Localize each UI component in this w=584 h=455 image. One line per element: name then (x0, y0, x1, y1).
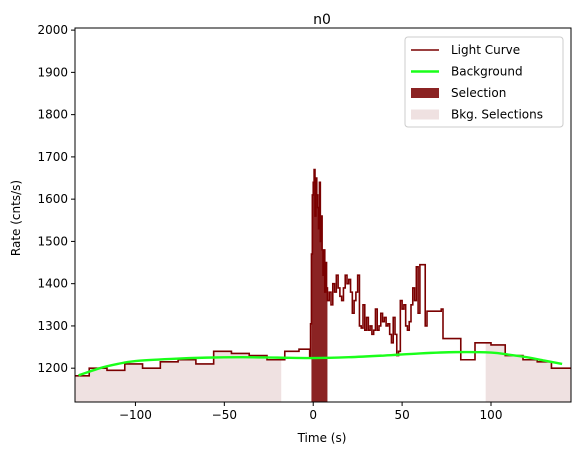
y-tick-label: 1400 (37, 277, 68, 291)
legend-label: Selection (451, 86, 506, 100)
x-tick-label: −50 (212, 408, 237, 422)
y-axis: 1200 1300 1400 1500 1600 1700 1800 1900 2000 (37, 23, 75, 375)
legend-box (404, 36, 564, 128)
background-fit-line (78, 350, 563, 377)
bkg-selection-band (75, 28, 281, 366)
y-tick-label: 1900 (37, 65, 68, 79)
x-tick-label: 0 (309, 408, 317, 422)
plot-frame (74, 27, 572, 403)
legend-swatch (411, 109, 439, 120)
legend: Light Curve Background Selection Bkg. Selec… (404, 36, 564, 128)
chart-title: n0 (313, 12, 331, 28)
x-axis-label: Time (s) (297, 431, 347, 445)
y-tick-label: 1700 (37, 150, 68, 164)
y-tick-label: 1300 (37, 319, 68, 333)
legend-label: Light Curve (451, 43, 520, 57)
y-tick-label: 1500 (37, 234, 68, 248)
legend-label: Bkg. Selections (451, 108, 543, 122)
y-tick-label: 1200 (37, 361, 68, 375)
x-tick-label: −100 (119, 408, 152, 422)
y-axis-label: Rate (cnts/s) (9, 180, 23, 256)
legend-swatch (411, 88, 439, 98)
selection-fill (311, 169, 328, 402)
legend-label: Background (451, 65, 523, 79)
x-axis: −100 −50 0 50 100 (119, 402, 502, 422)
y-tick-label: 2000 (37, 23, 68, 37)
x-tick-label: 100 (480, 408, 503, 422)
y-tick-label: 1600 (37, 192, 68, 206)
selection-region (311, 169, 328, 402)
y-tick-label: 1800 (37, 108, 68, 122)
bkg-selection-fill (485, 342, 571, 402)
light-curve-line (75, 168, 571, 377)
x-tick-label: 50 (394, 408, 409, 422)
series-lines (75, 168, 571, 377)
